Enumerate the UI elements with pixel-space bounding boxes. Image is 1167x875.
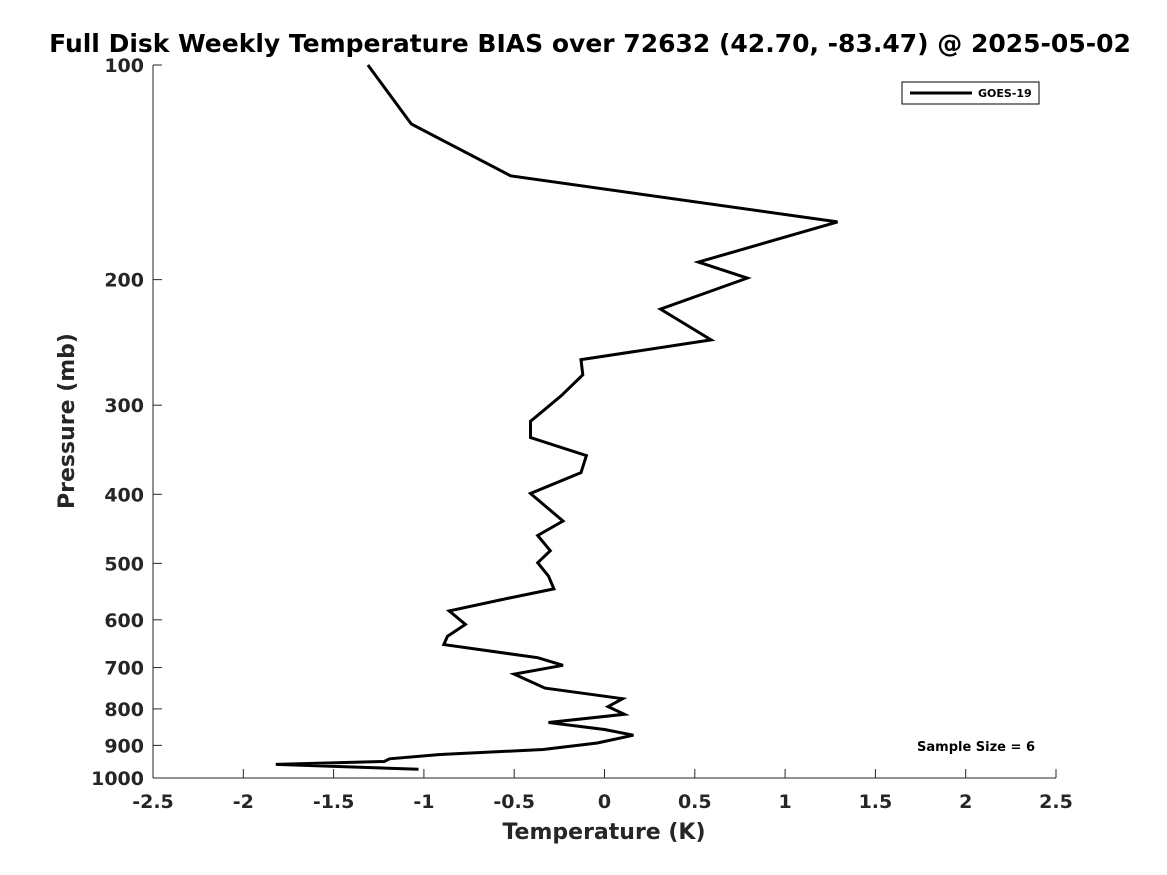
x-tick-label: 2.5: [1039, 791, 1073, 813]
y-tick-label: 200: [104, 270, 144, 292]
x-tick-label: -2: [233, 791, 254, 813]
y-tick-label: 100: [104, 55, 144, 77]
x-axis-ticks: -2.5 -2 -1.5 -1 -0.5 0 0.5 1 1.5 2 2.5: [132, 769, 1073, 813]
y-tick-label: 500: [104, 553, 144, 575]
y-tick-label: 1000: [91, 768, 144, 790]
x-tick-label: 0: [598, 791, 611, 813]
y-tick-label: 900: [104, 735, 144, 757]
y-axis-label: Pressure (mb): [55, 333, 80, 509]
y-tick-label: 600: [104, 610, 144, 632]
y-tick-label: 300: [104, 395, 144, 417]
x-tick-label: 1.5: [859, 791, 893, 813]
series-line-goes-19: [275, 64, 838, 771]
x-tick-label: 1: [778, 791, 791, 813]
sample-size-annotation: Sample Size = 6: [917, 740, 1035, 755]
x-tick-label: -0.5: [493, 791, 535, 813]
legend: GOES-19: [901, 81, 1040, 105]
y-axis-ticks: 100 200 300 400 500 600 700 800 900 1000: [91, 55, 162, 790]
y-tick-label: 800: [104, 699, 144, 721]
y-tick-label: 700: [104, 658, 144, 680]
series-group: [275, 64, 838, 771]
x-tick-label: 2: [959, 791, 972, 813]
x-tick-label: -1: [413, 791, 434, 813]
plot-area: [153, 65, 1056, 778]
x-axis-label: Temperature (K): [502, 820, 705, 845]
y-tick-label: 400: [104, 484, 144, 506]
x-tick-label: 0.5: [678, 791, 712, 813]
x-tick-label: -1.5: [313, 791, 355, 813]
chart-title: Full Disk Weekly Temperature BIAS over 7…: [49, 29, 1131, 58]
x-tick-label: -2.5: [132, 791, 174, 813]
legend-entry-goes-19: GOES-19: [978, 87, 1032, 100]
